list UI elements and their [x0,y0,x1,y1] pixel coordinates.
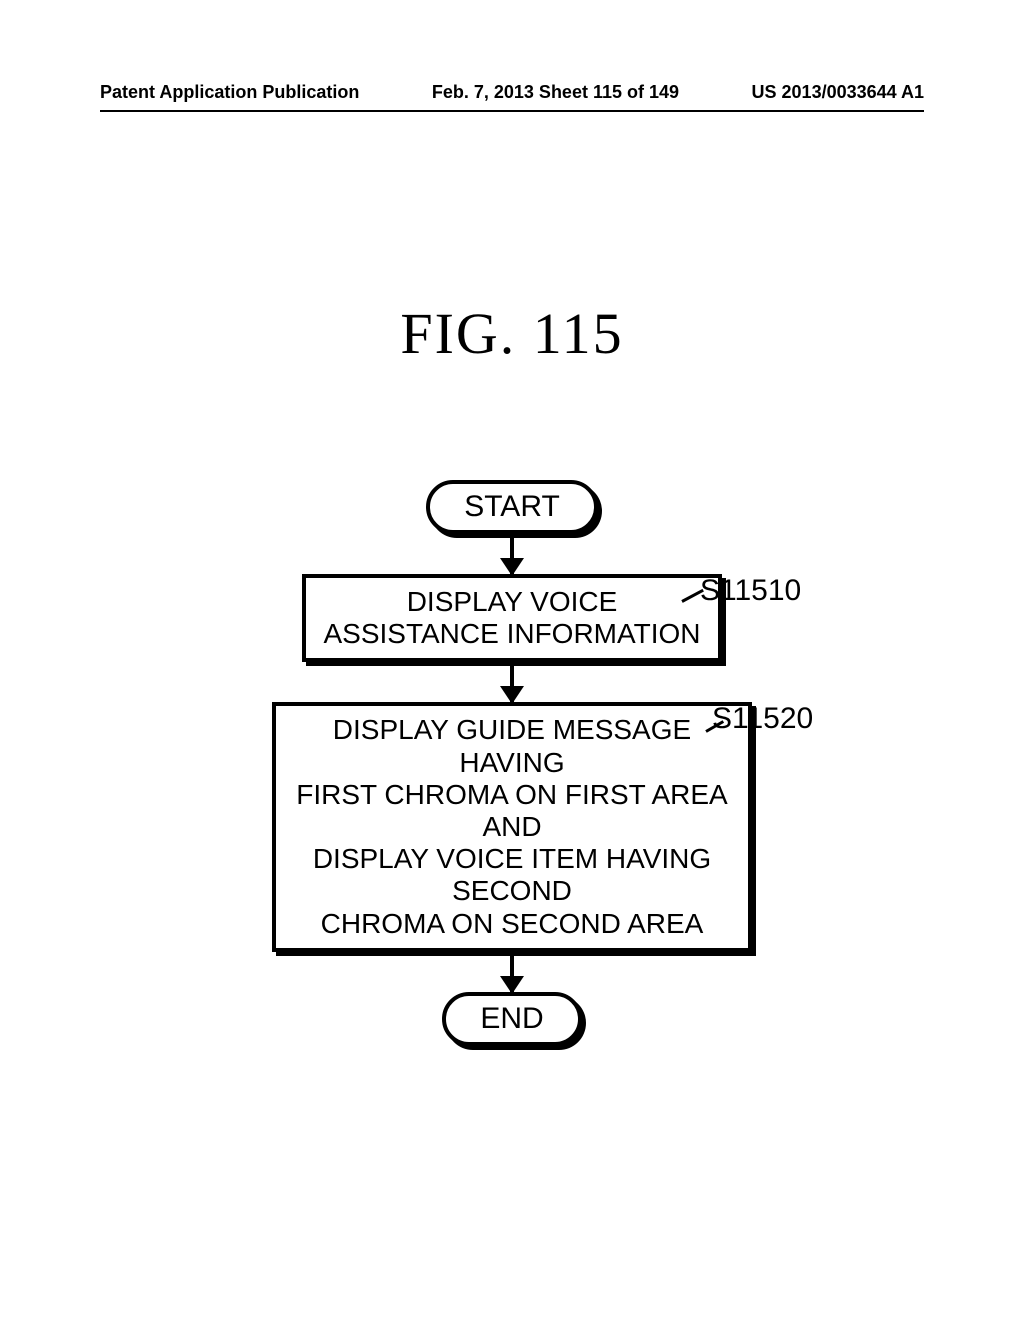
start-terminator: START [426,480,598,534]
step-ref-2: S11520 [712,702,813,736]
figure-title: FIG. 115 [0,300,1024,367]
process-step-2: DISPLAY GUIDE MESSAGE HAVINGFIRST CHROMA… [272,702,752,951]
header-left: Patent Application Publication [100,82,359,103]
header-rule [100,110,924,112]
process-step-2-text: DISPLAY GUIDE MESSAGE HAVINGFIRST CHROMA… [296,714,727,938]
step-ref-1: S11510 [700,574,801,608]
arrow-icon [510,534,514,574]
arrow-icon [510,662,514,702]
end-terminator: END [442,992,581,1046]
process-step-1-text: DISPLAY VOICEASSISTANCE INFORMATION [324,586,701,649]
flowchart: START DISPLAY VOICEASSISTANCE INFORMATIO… [0,480,1024,1046]
patent-page: Patent Application Publication Feb. 7, 2… [0,0,1024,1320]
process-step-1: DISPLAY VOICEASSISTANCE INFORMATION [302,574,722,662]
header-right: US 2013/0033644 A1 [752,82,924,103]
header-center: Feb. 7, 2013 Sheet 115 of 149 [432,82,679,103]
arrow-icon [510,952,514,992]
page-header: Patent Application Publication Feb. 7, 2… [0,82,1024,103]
